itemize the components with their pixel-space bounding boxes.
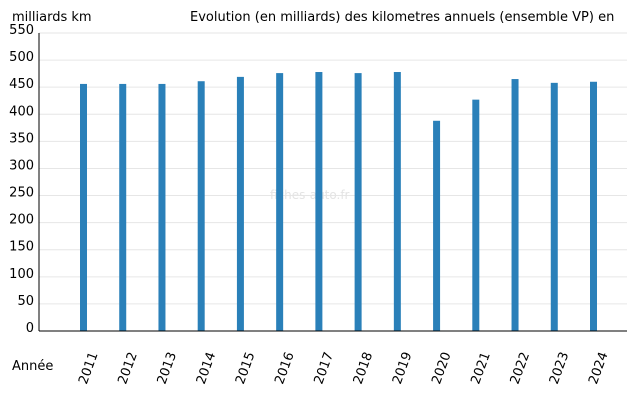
x-tick-label: 2016: [272, 350, 297, 386]
y-axis-label: milliards km: [12, 10, 92, 25]
bar-2013: [158, 83, 166, 331]
x-tick-label: 2018: [351, 350, 376, 386]
bar-2022: [511, 79, 519, 332]
x-tick-label: 2023: [547, 350, 572, 386]
bar-2020: [433, 120, 441, 332]
y-tick-label: 0: [26, 321, 34, 336]
bar-2011: [80, 83, 87, 331]
x-tick-label: 2015: [233, 350, 258, 386]
y-tick-label: 400: [9, 104, 34, 119]
x-tick-label: 2012: [115, 350, 140, 386]
x-tick-label: 2022: [508, 350, 533, 386]
y-tick-label: 450: [9, 77, 34, 92]
gridlines: [39, 32, 627, 305]
y-tick-label: 350: [9, 131, 34, 146]
y-tick-label: 300: [9, 158, 34, 173]
bar-2015: [236, 76, 244, 332]
bars: [80, 72, 597, 332]
bar-2024: [590, 81, 597, 331]
x-tick-label: 2014: [194, 350, 219, 386]
y-tick-label: 200: [9, 213, 34, 228]
y-tick-label: 100: [9, 267, 34, 282]
watermark: fiches-auto.fr: [270, 188, 350, 202]
y-tick-label: 550: [9, 23, 34, 38]
x-tick-labels: 2011 2012 2013 2014 2015 2016 2017 2018 2019 2020…: [76, 350, 611, 386]
y-tick-label: 50: [17, 294, 34, 309]
x-tick-label: 2021: [468, 350, 493, 386]
bar-2018: [354, 73, 362, 331]
bar-2014: [197, 81, 205, 331]
y-tick-label: 500: [9, 50, 34, 65]
x-tick-label: 2020: [429, 350, 454, 386]
bar-2012: [119, 83, 127, 331]
y-tick-label: 150: [9, 240, 34, 255]
bar-2017: [315, 72, 323, 331]
x-tick-label: 2024: [586, 350, 611, 386]
x-axis-label: Année: [12, 359, 53, 374]
y-tick-labels: 0 50 100 150 200 250 300 350 400 450 500 550: [9, 23, 34, 336]
y-tick-label: 250: [9, 186, 34, 201]
bar-2016: [276, 73, 284, 331]
bar-2023: [550, 82, 558, 331]
bar-2021: [472, 99, 480, 331]
x-tick-label: 2019: [390, 350, 415, 386]
x-tick-label: 2011: [76, 350, 101, 386]
x-tick-label: 2017: [312, 350, 337, 386]
bar-2019: [393, 72, 401, 331]
x-tick-label: 2013: [155, 350, 180, 386]
chart-title: Evolution (en milliards) des kilometres …: [190, 10, 614, 25]
